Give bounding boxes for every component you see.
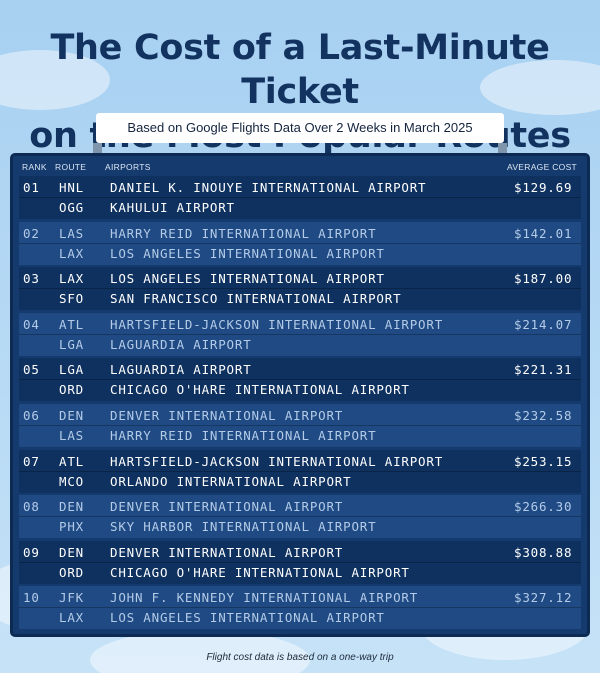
- route-row: 03 LAX SFO LOS ANGELES INTERNATIONAL AIRPOR…: [19, 267, 581, 311]
- origin-code: ATL: [59, 316, 84, 332]
- origin-airport: HARRY REID INTERNATIONAL AIRPORT: [110, 225, 377, 241]
- subtitle: Based on Google Flights Data Over 2 Week…: [127, 120, 473, 135]
- flap-divider: [19, 607, 581, 609]
- footnote: Flight cost data is based on a one-way t…: [206, 652, 394, 663]
- average-cost: $142.01: [514, 225, 573, 241]
- destination-airport: SKY HARBOR INTERNATIONAL AIRPORT: [110, 519, 377, 535]
- origin-code: DEN: [59, 544, 84, 560]
- flap-divider: [19, 516, 581, 518]
- destination-airport: LOS ANGELES INTERNATIONAL AIRPORT: [110, 610, 385, 626]
- flap-divider: [19, 561, 581, 563]
- origin-airport: DENVER INTERNATIONAL AIRPORT: [110, 408, 344, 423]
- flap-divider: [19, 379, 581, 381]
- destination-airport: ORLANDO INTERNATIONAL AIRPORT: [110, 473, 352, 489]
- rank-cell: 09: [23, 544, 40, 560]
- departure-board: RANK ROUTE AIRPORTS AVERAGE COST 01 HNL OG…: [10, 153, 590, 637]
- destination-code: SFO: [59, 291, 84, 307]
- header-average-cost: AVERAGE COST: [507, 162, 578, 172]
- header-route: ROUTE: [55, 162, 87, 172]
- destination-airport: CHICAGO O'HARE INTERNATIONAL AIRPORT: [110, 564, 410, 580]
- cloud-decoration: [480, 60, 600, 115]
- header-airports: AIRPORTS: [105, 162, 151, 172]
- destination-code: LAX: [59, 245, 84, 261]
- header-rank: RANK: [22, 162, 47, 172]
- destination-code: ORD: [59, 564, 84, 580]
- sign-post-right: [498, 143, 507, 155]
- route-row: 04 ATL LGA HARTSFIELD-JACKSON INTERNATIONAL…: [19, 312, 581, 356]
- origin-code: JFK: [59, 590, 84, 606]
- average-cost: $253.15: [514, 453, 573, 469]
- flap-divider: [19, 242, 581, 244]
- destination-airport: LOS ANGELES INTERNATIONAL AIRPORT: [110, 245, 385, 261]
- rank-cell: 03: [23, 271, 40, 287]
- destination-airport: SAN FRANCISCO INTERNATIONAL AIRPORT: [110, 291, 402, 307]
- destination-code: LGA: [59, 336, 84, 352]
- flap-divider: [19, 425, 581, 426]
- route-row: 06 DEN LAS DENVER INTERNATIONAL AIRPORT HARR…: [19, 404, 581, 447]
- average-cost: $129.69: [514, 180, 573, 195]
- average-cost: $327.12: [514, 590, 573, 606]
- destination-airport: CHICAGO O'HARE INTERNATIONAL AIRPORT: [110, 382, 410, 398]
- flap-divider: [19, 288, 581, 290]
- route-row: 09 DEN ORD DENVER INTERNATIONAL AIRPORT CHIC…: [19, 540, 581, 584]
- destination-code: LAS: [59, 428, 84, 443]
- origin-code: LAS: [59, 225, 84, 241]
- origin-code: LAX: [59, 271, 84, 287]
- route-row: 07 ATL MCO HARTSFIELD-JACKSON INTERNATIONAL…: [19, 449, 581, 493]
- origin-airport: JOHN F. KENNEDY INTERNATIONAL AIRPORT: [110, 590, 419, 606]
- destination-code: PHX: [59, 519, 84, 535]
- origin-code: DEN: [59, 408, 84, 423]
- route-row: 05 LGA ORD LAGUARDIA AIRPORT CHICAGO O'HARE …: [19, 358, 581, 402]
- origin-airport: LAGUARDIA AIRPORT: [110, 362, 252, 378]
- route-row: 02 LAS LAX HARRY REID INTERNATIONAL AIRPORT…: [19, 221, 581, 265]
- rank-cell: 06: [23, 408, 40, 423]
- origin-code: DEN: [59, 499, 84, 515]
- route-row: 01 HNL OGG DANIEL K. INOUYE INTERNATIONAL A…: [19, 176, 581, 219]
- flap-divider: [19, 197, 581, 198]
- origin-airport: DANIEL K. INOUYE INTERNATIONAL AIRPORT: [110, 180, 427, 195]
- destination-code: OGG: [59, 200, 84, 215]
- origin-code: ATL: [59, 453, 84, 469]
- flap-divider: [19, 333, 581, 335]
- origin-airport: HARTSFIELD-JACKSON INTERNATIONAL AIRPORT: [110, 453, 444, 469]
- rank-cell: 08: [23, 499, 40, 515]
- average-cost: $308.88: [514, 544, 573, 560]
- rank-cell: 05: [23, 362, 40, 378]
- origin-code: LGA: [59, 362, 84, 378]
- origin-airport: DENVER INTERNATIONAL AIRPORT: [110, 499, 344, 515]
- flap-divider: [19, 470, 581, 472]
- destination-code: MCO: [59, 473, 84, 489]
- destination-airport: HARRY REID INTERNATIONAL AIRPORT: [110, 428, 377, 443]
- average-cost: $214.07: [514, 316, 573, 332]
- route-row: 08 DEN PHX DENVER INTERNATIONAL AIRPORT SKY …: [19, 495, 581, 539]
- average-cost: $187.00: [514, 271, 573, 287]
- average-cost: $266.30: [514, 499, 573, 515]
- origin-airport: LOS ANGELES INTERNATIONAL AIRPORT: [110, 271, 385, 287]
- origin-airport: HARTSFIELD-JACKSON INTERNATIONAL AIRPORT: [110, 316, 444, 332]
- destination-airport: KAHULUI AIRPORT: [110, 200, 235, 215]
- subtitle-sign: [96, 113, 504, 143]
- destination-code: ORD: [59, 382, 84, 398]
- route-row: 10 JFK LAX JOHN F. KENNEDY INTERNATIONAL AI…: [19, 586, 581, 630]
- rank-cell: 07: [23, 453, 40, 469]
- cloud-decoration: [0, 50, 110, 110]
- title-line-1: The Cost of a Last-Minute Ticket: [50, 28, 550, 112]
- origin-code: HNL: [59, 180, 84, 195]
- rank-cell: 04: [23, 316, 40, 332]
- destination-code: LAX: [59, 610, 84, 626]
- sign-post-left: [93, 143, 102, 155]
- cloud-decoration: [90, 630, 310, 673]
- rank-cell: 01: [23, 180, 40, 195]
- origin-airport: DENVER INTERNATIONAL AIRPORT: [110, 544, 344, 560]
- average-cost: $232.58: [514, 408, 573, 423]
- destination-airport: LAGUARDIA AIRPORT: [110, 336, 252, 352]
- rank-cell: 02: [23, 225, 40, 241]
- average-cost: $221.31: [514, 362, 573, 378]
- rank-cell: 10: [23, 590, 40, 606]
